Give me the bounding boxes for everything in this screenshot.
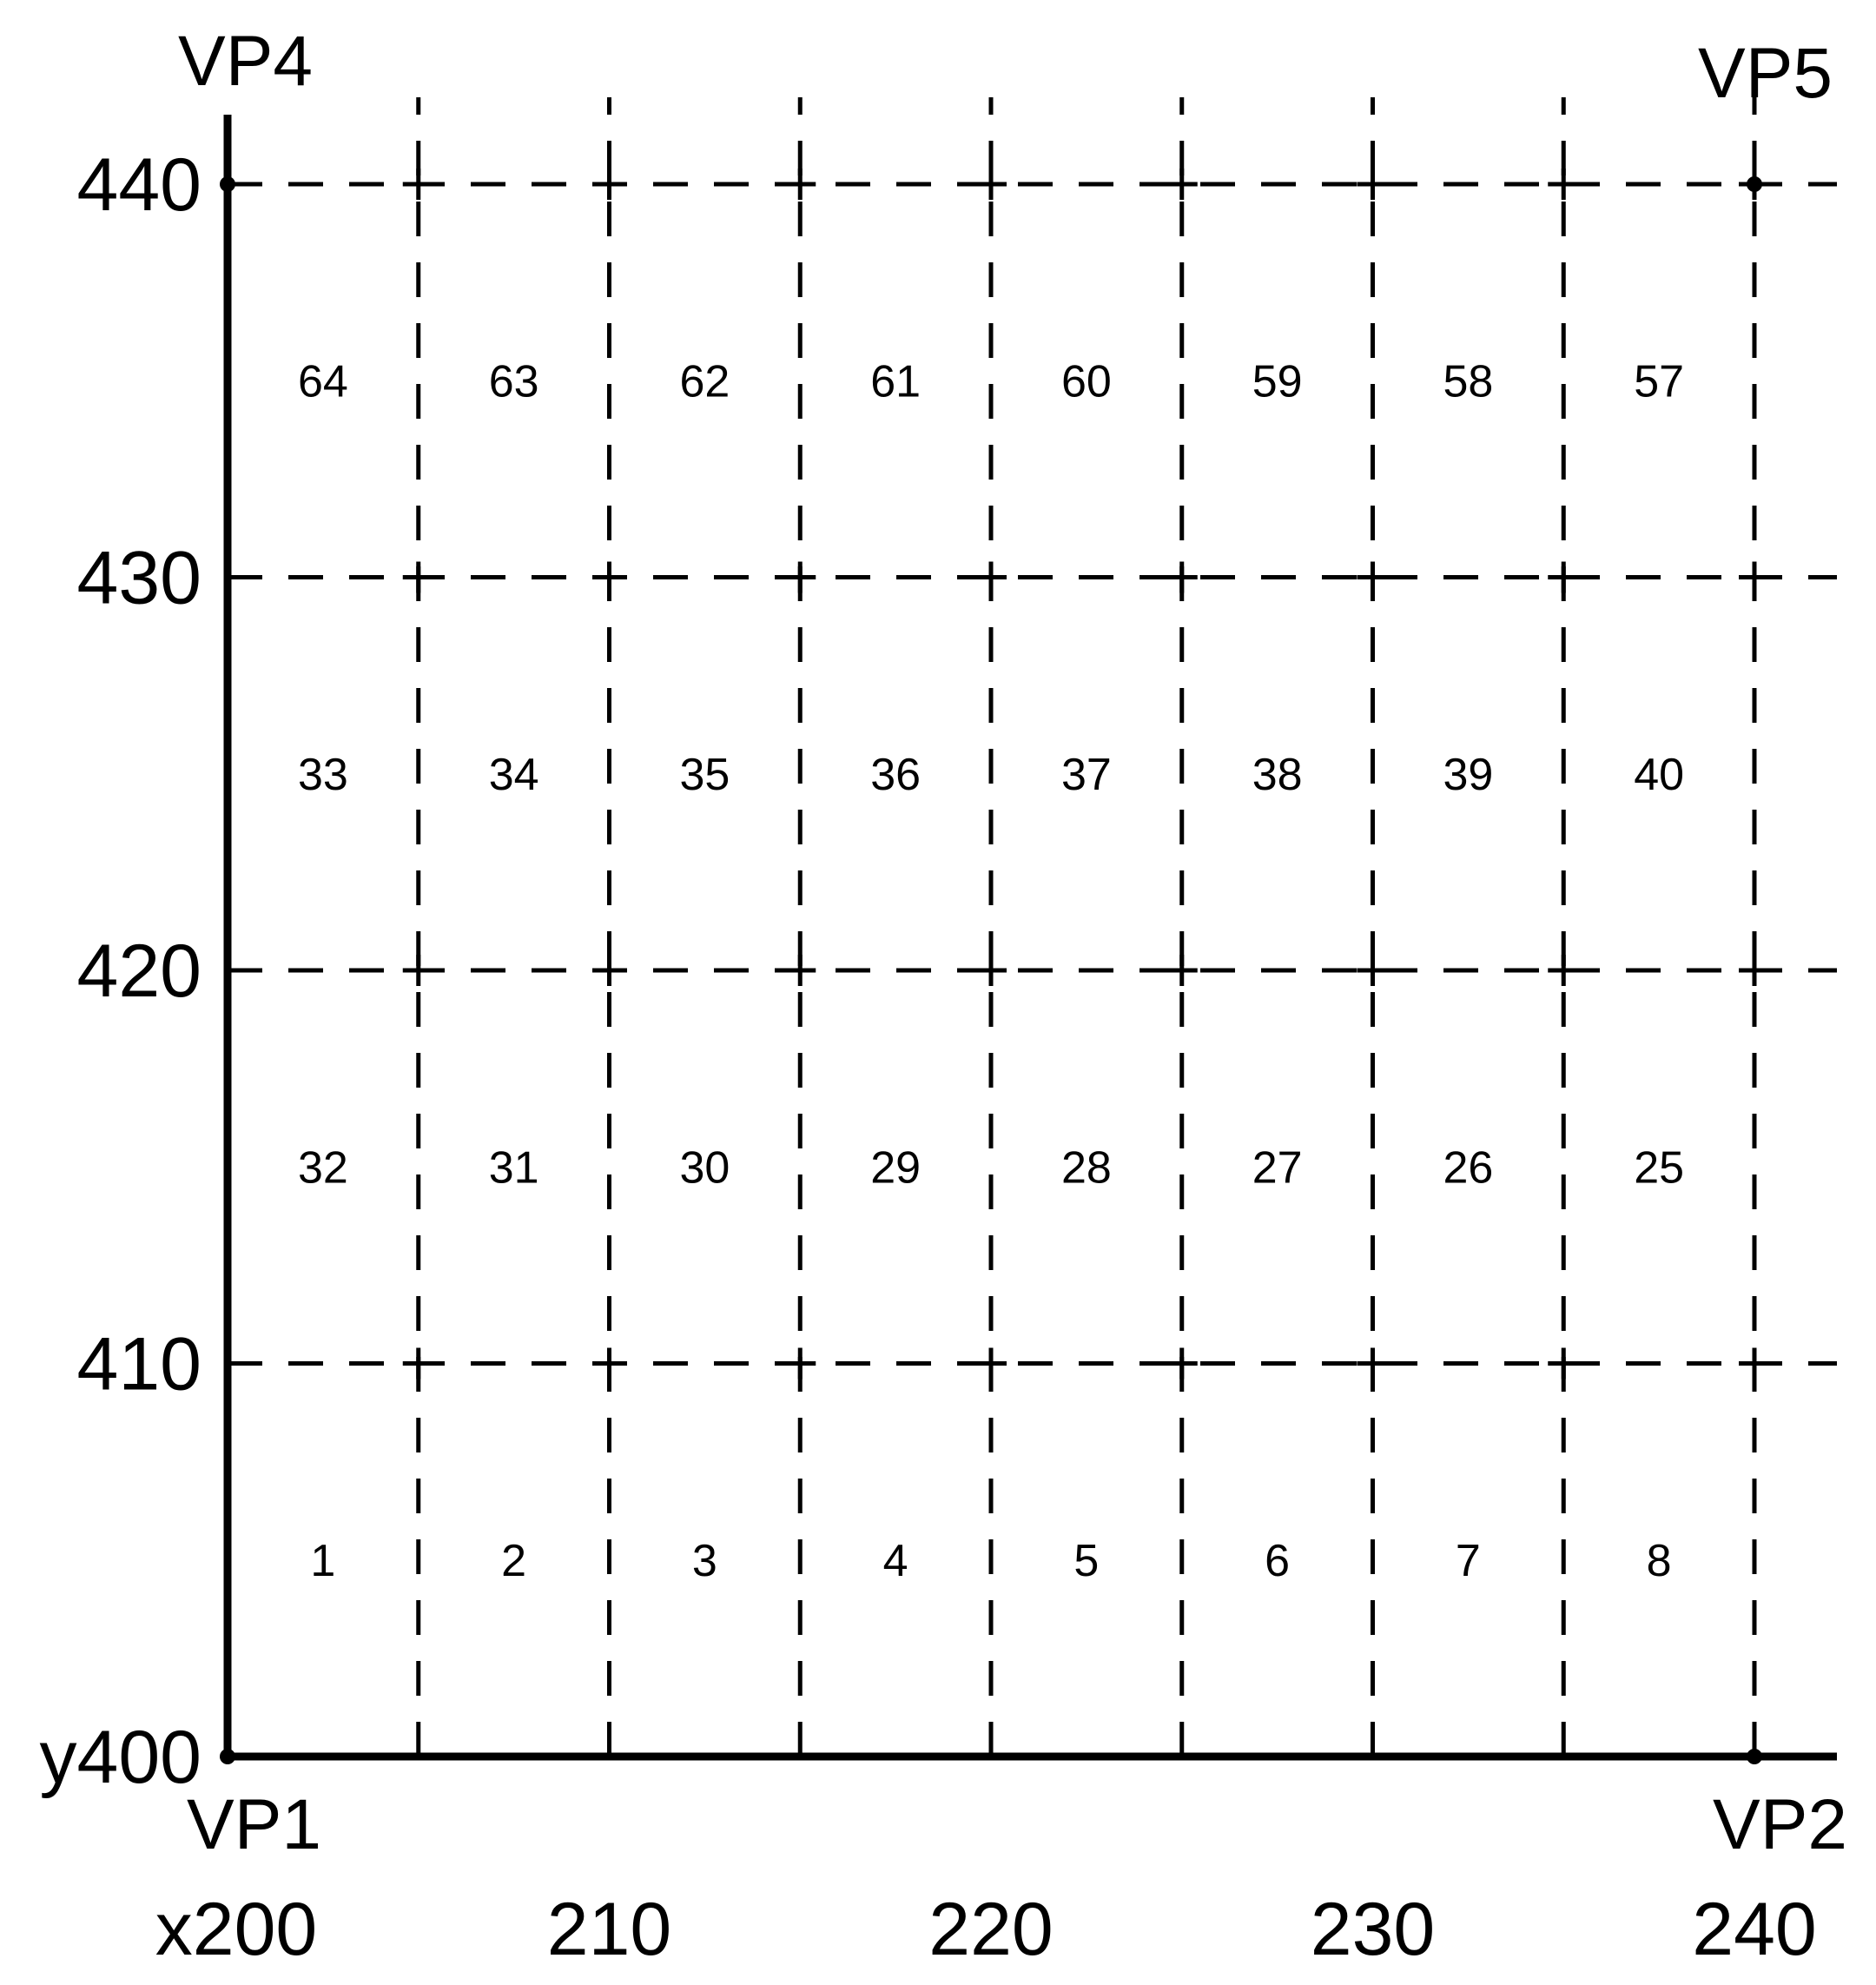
cell-label: 1 (310, 1536, 335, 1586)
cell-label: 63 (489, 356, 539, 407)
vp1-point (220, 1749, 235, 1764)
cell-label: 60 (1061, 356, 1112, 407)
vp4-label: VP4 (178, 22, 313, 101)
y-tick-label: 410 (77, 1323, 202, 1406)
cell-label: 29 (870, 1142, 921, 1193)
cell-label: 26 (1443, 1142, 1493, 1193)
x-tick-label: x200 (155, 1888, 318, 1971)
cell-label: 4 (883, 1536, 908, 1586)
cell-label: 3 (692, 1536, 717, 1586)
cell-label: 39 (1443, 750, 1493, 800)
y-tick-label: y400 (40, 1716, 202, 1799)
cell-label: 34 (489, 750, 539, 800)
x-tick-label: 240 (1692, 1888, 1817, 1971)
cell-label: 36 (870, 750, 921, 800)
x-tick-label: 210 (547, 1888, 672, 1971)
cell-label: 62 (679, 356, 730, 407)
cell-label: 37 (1061, 750, 1112, 800)
y-tick-label: 430 (77, 537, 202, 620)
solid-axes (220, 115, 1837, 1764)
cell-label: 31 (489, 1142, 539, 1193)
cell-label: 2 (501, 1536, 526, 1586)
vp4-point (220, 176, 235, 192)
vp1-label: VP1 (187, 1785, 321, 1864)
cell-label: 27 (1252, 1142, 1303, 1193)
cell-label: 58 (1443, 356, 1493, 407)
vp5-label: VP5 (1698, 34, 1833, 113)
cell-label: 61 (870, 356, 921, 407)
cell-label: 57 (1634, 356, 1684, 407)
cell-label: 64 (298, 356, 348, 407)
cell-label: 32 (298, 1142, 348, 1193)
vp2-label: VP2 (1713, 1785, 1847, 1864)
x-tick-label: 230 (1311, 1888, 1436, 1971)
vp2-point (1747, 1749, 1762, 1764)
x-tick-label: 220 (928, 1888, 1054, 1971)
cell-label: 7 (1456, 1536, 1481, 1586)
vp5-point (1747, 176, 1762, 192)
cell-label: 40 (1634, 750, 1684, 800)
cell-label: 30 (679, 1142, 730, 1193)
cell-label: 33 (298, 750, 348, 800)
cell-label: 35 (679, 750, 730, 800)
cell-label: 28 (1061, 1142, 1112, 1193)
y-tick-label: 420 (77, 930, 202, 1013)
y-tick-label: 440 (77, 143, 202, 227)
cell-label: 6 (1265, 1536, 1290, 1586)
cell-label: 59 (1252, 356, 1303, 407)
dashed-grid-lines (228, 97, 1837, 1757)
cell-label: 5 (1073, 1536, 1099, 1586)
cell-label: 25 (1634, 1142, 1684, 1193)
cell-label: 8 (1647, 1536, 1672, 1586)
cell-label: 38 (1252, 750, 1303, 800)
